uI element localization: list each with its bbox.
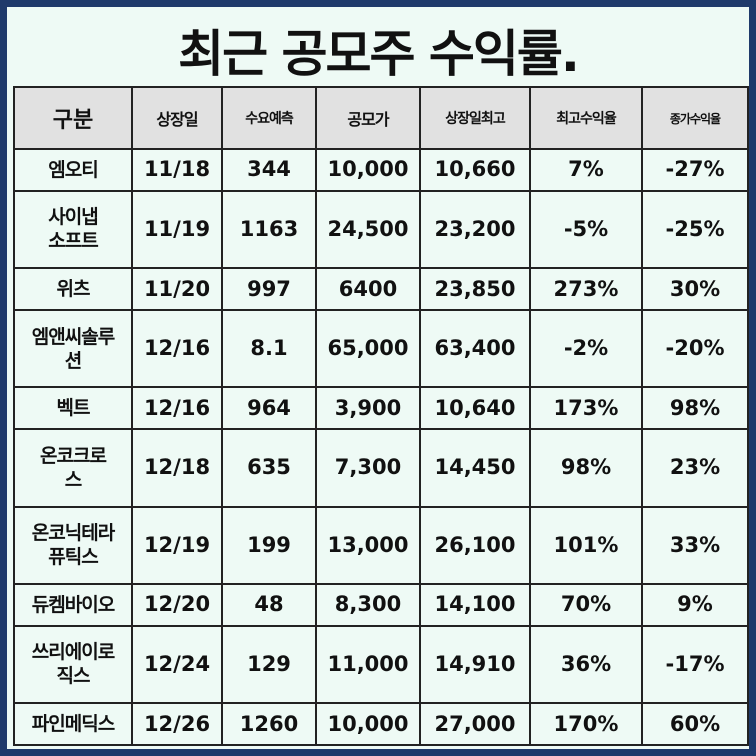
listing-date-cell: 12/24 xyxy=(131,624,223,705)
demand-forecast-cell: 199 xyxy=(221,505,317,585)
company-name-cell: 엠앤씨솔루 션 xyxy=(13,308,133,389)
header-category: 구분 xyxy=(13,86,133,150)
header-listing-date: 상장일 xyxy=(131,86,223,150)
header-demand-forecast: 수요예측 xyxy=(221,86,317,150)
company-name-cell: 쓰리에이로 직스 xyxy=(13,624,133,705)
max-return-cell: 101% xyxy=(529,505,643,585)
demand-forecast-cell: 48 xyxy=(221,582,317,627)
listing-high-cell: 26,100 xyxy=(419,505,531,585)
max-return-cell: 70% xyxy=(529,582,643,627)
listing-high-cell: 23,200 xyxy=(419,189,531,270)
close-return-cell: 9% xyxy=(641,582,749,627)
table-row: 엠오티 11/18 344 10,000 10,660 7% -27% xyxy=(13,148,749,192)
close-return-cell: 23% xyxy=(641,428,749,508)
max-return-cell: 36% xyxy=(529,624,643,705)
company-name-cell: 온코닉테라 퓨틱스 xyxy=(13,505,133,585)
table-body: 엠오티 11/18 344 10,000 10,660 7% -27% 사이냅 소프트 11/19… xyxy=(13,148,749,746)
header-close-return: 종가수익율 xyxy=(641,86,749,150)
close-return-cell: -27% xyxy=(641,148,749,192)
max-return-cell: 173% xyxy=(529,386,643,431)
offer-price-cell: 7,300 xyxy=(315,428,421,508)
offer-price-cell: 3,900 xyxy=(315,386,421,431)
header-listing-day-high: 상장일최고 xyxy=(419,86,531,150)
table-row: 듀켐바이오 12/20 48 8,300 14,100 70% 9% xyxy=(13,582,749,627)
table-row: 사이냅 소프트 11/19 1163 24,500 23,200 -5% -25% xyxy=(13,189,749,270)
close-return-cell: -20% xyxy=(641,308,749,389)
close-return-cell: -17% xyxy=(641,624,749,705)
demand-forecast-cell: 1163 xyxy=(221,189,317,270)
close-return-cell: 60% xyxy=(641,702,749,746)
offer-price-cell: 65,000 xyxy=(315,308,421,389)
close-return-cell: 30% xyxy=(641,267,749,311)
table-header-row: 구분 상장일 수요예측 공모가 상장일최고 최고수익율 종가수익율 xyxy=(13,86,749,150)
offer-price-cell: 6400 xyxy=(315,267,421,311)
company-name-cell: 엠오티 xyxy=(13,148,133,192)
table-row: 온코닉테라 퓨틱스 12/19 199 13,000 26,100 101% 33% xyxy=(13,505,749,585)
table-row: 파인메딕스 12/26 1260 10,000 27,000 170% 60% xyxy=(13,702,749,746)
listing-high-cell: 14,910 xyxy=(419,624,531,705)
offer-price-cell: 13,000 xyxy=(315,505,421,585)
table-row: 쓰리에이로 직스 12/24 129 11,000 14,910 36% -17% xyxy=(13,624,749,705)
demand-forecast-cell: 635 xyxy=(221,428,317,508)
listing-date-cell: 12/20 xyxy=(131,582,223,627)
listing-date-cell: 12/18 xyxy=(131,428,223,508)
company-name-cell: 듀켐바이오 xyxy=(13,582,133,627)
offer-price-cell: 8,300 xyxy=(315,582,421,627)
listing-high-cell: 10,660 xyxy=(419,148,531,192)
listing-date-cell: 12/19 xyxy=(131,505,223,585)
listing-high-cell: 63,400 xyxy=(419,308,531,389)
listing-date-cell: 11/19 xyxy=(131,189,223,270)
demand-forecast-cell: 997 xyxy=(221,267,317,311)
company-name-cell: 사이냅 소프트 xyxy=(13,189,133,270)
max-return-cell: -5% xyxy=(529,189,643,270)
ipo-returns-table: 구분 상장일 수요예측 공모가 상장일최고 최고수익율 종가수익율 엠오티 11/… xyxy=(13,86,749,746)
company-name-cell: 벡트 xyxy=(13,386,133,431)
listing-high-cell: 14,100 xyxy=(419,582,531,627)
table-row: 위츠 11/20 997 6400 23,850 273% 30% xyxy=(13,267,749,311)
close-return-cell: 98% xyxy=(641,386,749,431)
demand-forecast-cell: 964 xyxy=(221,386,317,431)
listing-high-cell: 23,850 xyxy=(419,267,531,311)
listing-date-cell: 11/18 xyxy=(131,148,223,192)
listing-date-cell: 11/20 xyxy=(131,267,223,311)
table-row: 엠앤씨솔루 션 12/16 8.1 65,000 63,400 -2% -20% xyxy=(13,308,749,389)
page-title: 최근 공모주 수익률. xyxy=(178,25,580,83)
close-return-cell: -25% xyxy=(641,189,749,270)
offer-price-cell: 11,000 xyxy=(315,624,421,705)
listing-date-cell: 12/16 xyxy=(131,386,223,431)
demand-forecast-cell: 129 xyxy=(221,624,317,705)
offer-price-cell: 10,000 xyxy=(315,702,421,746)
offer-price-cell: 10,000 xyxy=(315,148,421,192)
demand-forecast-cell: 344 xyxy=(221,148,317,192)
close-return-cell: 33% xyxy=(641,505,749,585)
demand-forecast-cell: 1260 xyxy=(221,702,317,746)
listing-date-cell: 12/26 xyxy=(131,702,223,746)
table-row: 온코크로 스 12/18 635 7,300 14,450 98% 23% xyxy=(13,428,749,508)
table-row: 벡트 12/16 964 3,900 10,640 173% 98% xyxy=(13,386,749,431)
listing-date-cell: 12/16 xyxy=(131,308,223,389)
listing-high-cell: 27,000 xyxy=(419,702,531,746)
company-name-cell: 위츠 xyxy=(13,267,133,311)
header-offer-price: 공모가 xyxy=(315,86,421,150)
max-return-cell: 7% xyxy=(529,148,643,192)
offer-price-cell: 24,500 xyxy=(315,189,421,270)
company-name-cell: 파인메딕스 xyxy=(13,702,133,746)
max-return-cell: 170% xyxy=(529,702,643,746)
listing-high-cell: 10,640 xyxy=(419,386,531,431)
max-return-cell: 98% xyxy=(529,428,643,508)
listing-high-cell: 14,450 xyxy=(419,428,531,508)
header-max-return: 최고수익율 xyxy=(529,86,643,150)
demand-forecast-cell: 8.1 xyxy=(221,308,317,389)
company-name-cell: 온코크로 스 xyxy=(13,428,133,508)
max-return-cell: 273% xyxy=(529,267,643,311)
max-return-cell: -2% xyxy=(529,308,643,389)
